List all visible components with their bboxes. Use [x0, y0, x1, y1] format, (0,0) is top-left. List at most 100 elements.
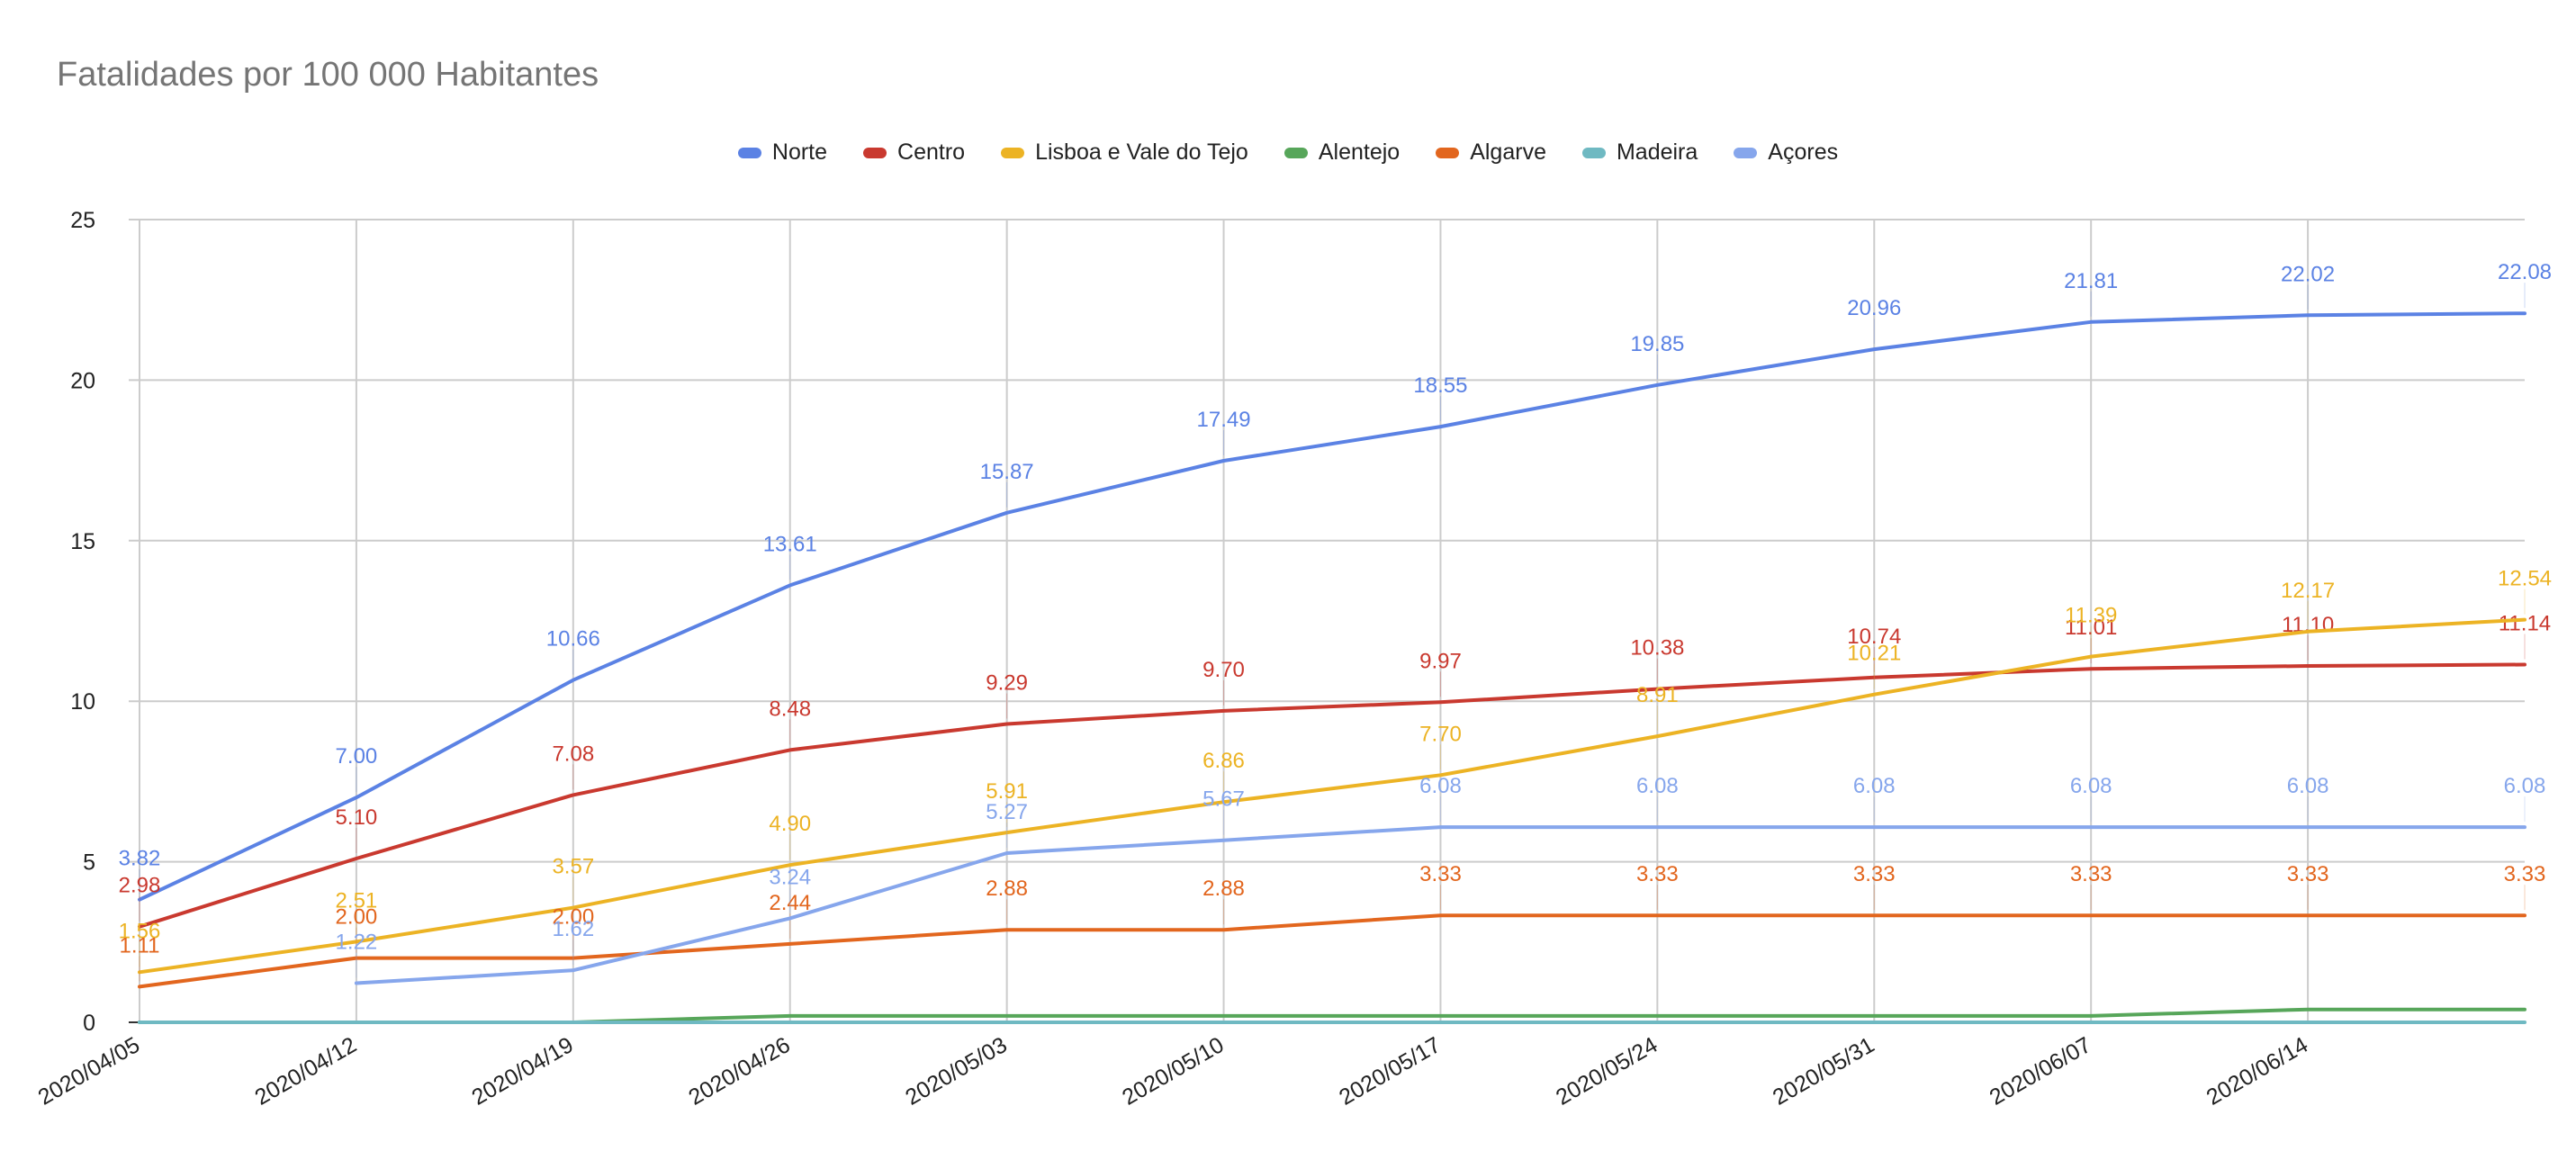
series-line — [354, 825, 2526, 985]
legend-swatch — [1581, 147, 1606, 158]
data-label: 7.00 — [336, 744, 378, 769]
data-label: 22.02 — [2281, 262, 2335, 286]
series-lisboa-e-vale-do-tejo: 1.56 2.51 3.57 4.90 5.91 6.86 7.70 8.91 10.21 11.… — [119, 567, 2552, 975]
legend-item-alentejo: Alentejo — [1283, 139, 1400, 166]
data-label: 1.22 — [336, 930, 378, 954]
series-acores: 1.22 1.62 3.24 5.27 5.67 6.08 6.08 6.08 6.08 6.08… — [336, 774, 2546, 985]
series-line — [138, 1007, 2526, 1024]
data-label: 22.08 — [2498, 260, 2552, 284]
legend-swatch — [863, 147, 887, 158]
data-label: 2.88 — [1202, 877, 1245, 901]
data-label: 17.49 — [1197, 408, 1251, 432]
x-tick-label: 2020/06/14 — [2202, 1032, 2312, 1111]
legend-swatch — [1734, 147, 1758, 158]
data-label: 8.91 — [1636, 683, 1679, 707]
series-line — [138, 913, 2526, 989]
data-label: 3.33 — [2287, 862, 2329, 886]
data-label: 11.14 — [2499, 612, 2551, 636]
data-label: 10.66 — [546, 627, 600, 652]
series-line — [138, 311, 2526, 902]
data-label: 11.39 — [2065, 604, 2117, 628]
data-label: 7.08 — [552, 742, 594, 766]
data-label: 3.33 — [2504, 862, 2546, 886]
data-label: 20.96 — [1847, 296, 1901, 320]
data-label: 2.00 — [552, 905, 594, 930]
data-label: 3.24 — [769, 865, 811, 889]
data-label: 3.33 — [2070, 862, 2112, 886]
data-label: 5.10 — [336, 805, 378, 830]
data-label: 2.00 — [336, 905, 378, 930]
data-label: 2.51 — [336, 888, 378, 913]
legend-item-algarve: Algarve — [1436, 139, 1546, 166]
data-label: 4.90 — [769, 812, 811, 836]
data-label: 15.87 — [980, 460, 1034, 484]
series-centro: 2.98 5.10 7.08 8.48 9.29 9.70 9.97 10.38 10.74 11… — [119, 612, 2551, 929]
data-label: 19.85 — [1630, 332, 1684, 356]
series-alentejo — [138, 1007, 2526, 1024]
y-tick-label: 5 — [83, 850, 95, 876]
data-label: 3.33 — [1853, 862, 1896, 886]
legend-swatch — [1283, 147, 1308, 158]
legend-swatch — [737, 147, 761, 158]
data-label: 1.56 — [119, 919, 161, 943]
series-line — [138, 617, 2526, 975]
data-label: 10.21 — [1847, 642, 1901, 666]
data-label: 1.11 — [120, 933, 160, 958]
legend-label: Centro — [897, 139, 966, 165]
x-tick-label: 2020/05/10 — [1118, 1032, 1228, 1111]
legend-item-centro: Centro — [863, 139, 965, 166]
y-tick-label: 10 — [70, 689, 95, 715]
legend-label: Lisboa e Vale do Tejo — [1035, 139, 1248, 165]
legend-item-acores: Açores — [1734, 139, 1838, 166]
x-tick-label: 2020/04/12 — [251, 1032, 361, 1111]
legend-label: Açores — [1768, 139, 1839, 165]
data-label: 5.91 — [986, 779, 1028, 804]
data-label: 9.29 — [986, 671, 1028, 696]
x-tick-label: 2020/05/03 — [901, 1032, 1011, 1111]
y-tick-label: 0 — [83, 1011, 95, 1036]
y-tick-label: 20 — [70, 368, 95, 393]
data-label: 21.81 — [2064, 269, 2118, 293]
data-label: 6.08 — [1636, 774, 1679, 798]
data-label: 6.08 — [2504, 774, 2546, 798]
series-line — [138, 662, 2526, 929]
y-tick-label: 25 — [70, 208, 95, 233]
x-tick-label: 2020/05/17 — [1335, 1032, 1445, 1111]
data-label: 5.67 — [1202, 787, 1245, 812]
data-label: 5.27 — [986, 800, 1028, 824]
data-label: 3.33 — [1636, 862, 1679, 886]
data-label: 6.86 — [1202, 749, 1245, 773]
data-label: 10.38 — [1630, 636, 1684, 661]
data-label: 2.98 — [119, 874, 161, 898]
data-label: 6.08 — [1419, 774, 1462, 798]
data-label: 12.54 — [2498, 567, 2552, 591]
data-label: 8.48 — [769, 697, 811, 721]
x-tick-label: 2020/05/24 — [1552, 1032, 1662, 1111]
data-label: 1.62 — [552, 917, 594, 941]
legend-item-norte: Norte — [737, 139, 828, 166]
data-label: 9.97 — [1419, 649, 1462, 673]
x-tick-label: 2020/04/05 — [34, 1032, 144, 1111]
legend-swatch — [1436, 147, 1460, 158]
data-label: 10.74 — [1847, 625, 1901, 649]
data-label: 2.88 — [986, 877, 1028, 901]
x-tick-label: 2020/04/26 — [684, 1032, 794, 1111]
y-tick-label: 15 — [70, 529, 95, 554]
data-label: 9.70 — [1202, 658, 1245, 682]
legend-swatch — [1001, 147, 1025, 158]
legend-label: Algarve — [1470, 139, 1546, 165]
series-norte: 3.82 7.00 10.66 13.61 15.87 17.49 18.55 19.85 20… — [119, 260, 2552, 902]
legend-item-lisboa-e-vale-do-tejo: Lisboa e Vale do Tejo — [1001, 139, 1248, 166]
x-tick-label: 2020/04/19 — [467, 1032, 577, 1111]
data-label: 13.61 — [763, 532, 817, 556]
data-label: 12.17 — [2281, 579, 2335, 603]
series-algarve: 1.11 2.00 2.00 2.44 2.88 2.88 3.33 3.33 3.33 3.33… — [120, 862, 2546, 989]
legend-label: Norte — [771, 139, 828, 165]
x-tick-label: 2020/06/07 — [1986, 1032, 2095, 1111]
data-label: 6.08 — [1853, 774, 1896, 798]
legend-label: Madeira — [1616, 139, 1698, 165]
data-label: 18.55 — [1413, 373, 1467, 398]
data-label: 6.08 — [2287, 774, 2329, 798]
